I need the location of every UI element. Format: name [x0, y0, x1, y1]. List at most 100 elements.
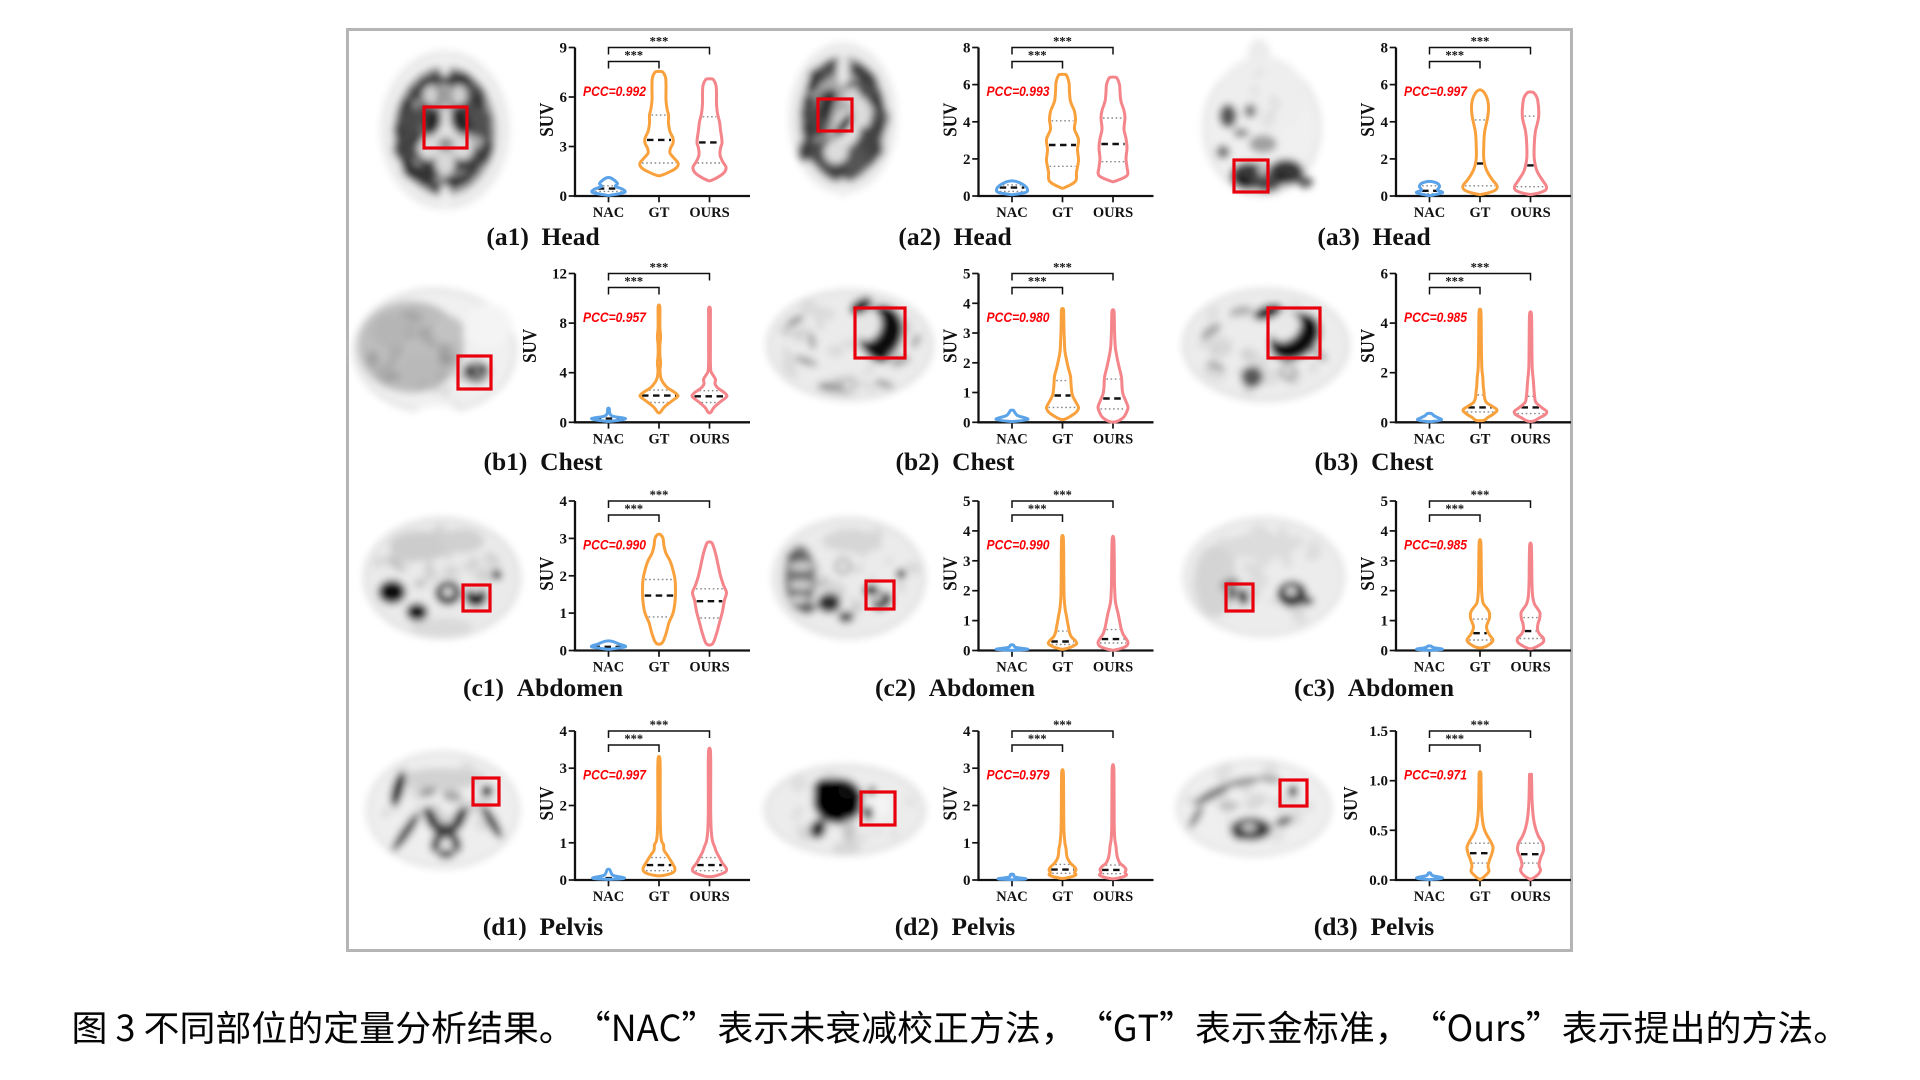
- svg-text:12: 12: [552, 267, 567, 283]
- svg-text:1: 1: [963, 386, 971, 402]
- svg-text:PCC=0.992: PCC=0.992: [583, 84, 646, 99]
- svg-text:0: 0: [1381, 415, 1389, 431]
- svg-text:2: 2: [963, 799, 971, 815]
- svg-text:***: ***: [650, 718, 669, 732]
- svg-text:***: ***: [1445, 732, 1464, 746]
- svg-text:4: 4: [1381, 524, 1389, 540]
- svg-text:2: 2: [560, 799, 568, 815]
- svg-text:1.5: 1.5: [1369, 724, 1388, 740]
- svg-text:6: 6: [1381, 78, 1389, 94]
- svg-text:SUV: SUV: [1358, 557, 1379, 591]
- svg-text:GT: GT: [1052, 431, 1073, 447]
- svg-text:0: 0: [560, 644, 568, 660]
- svg-text:***: ***: [1053, 488, 1072, 502]
- svg-text:(c2) Abdomen: (c2) Abdomen: [875, 673, 1035, 702]
- svg-text:***: ***: [1471, 35, 1490, 49]
- svg-text:SUV: SUV: [941, 329, 962, 363]
- svg-text:PCC=0.990: PCC=0.990: [583, 538, 646, 553]
- svg-text:GT: GT: [649, 660, 670, 676]
- svg-text:***: ***: [624, 49, 643, 63]
- svg-text:OURS: OURS: [1093, 660, 1133, 676]
- svg-text:SUV: SUV: [941, 557, 962, 591]
- svg-text:NAC: NAC: [1414, 889, 1445, 905]
- svg-text:***: ***: [624, 275, 643, 289]
- svg-text:PCC=0.971: PCC=0.971: [1404, 768, 1467, 783]
- svg-text:GT: GT: [649, 205, 670, 221]
- svg-text:3: 3: [963, 326, 971, 342]
- svg-text:OURS: OURS: [1093, 205, 1133, 221]
- svg-text:4: 4: [963, 724, 971, 740]
- svg-text:(b1) Chest: (b1) Chest: [484, 447, 604, 476]
- svg-text:GT: GT: [1052, 889, 1073, 905]
- svg-text:***: ***: [650, 35, 669, 49]
- svg-text:***: ***: [1053, 35, 1072, 49]
- svg-text:SUV: SUV: [520, 329, 541, 363]
- svg-text:(d1) Pelvis: (d1) Pelvis: [483, 912, 603, 941]
- svg-text:4: 4: [1381, 316, 1389, 332]
- svg-text:0: 0: [963, 189, 971, 205]
- svg-text:1: 1: [560, 836, 568, 852]
- svg-text:3: 3: [963, 554, 971, 570]
- svg-text:OURS: OURS: [1510, 205, 1550, 221]
- svg-text:NAC: NAC: [1414, 660, 1445, 676]
- svg-text:SUV: SUV: [537, 787, 558, 821]
- svg-text:***: ***: [1028, 275, 1047, 289]
- svg-text:(a2) Head: (a2) Head: [898, 222, 1011, 251]
- svg-text:SUV: SUV: [1358, 329, 1379, 363]
- svg-text:NAC: NAC: [996, 660, 1027, 676]
- svg-text:8: 8: [1381, 41, 1389, 57]
- svg-text:4: 4: [963, 296, 971, 312]
- svg-text:OURS: OURS: [689, 431, 729, 447]
- svg-text:GT: GT: [1052, 660, 1073, 676]
- svg-text:(b3) Chest: (b3) Chest: [1315, 447, 1435, 476]
- svg-text:3: 3: [560, 761, 568, 777]
- svg-text:GT: GT: [1470, 431, 1491, 447]
- svg-text:OURS: OURS: [689, 660, 729, 676]
- svg-text:***: ***: [1445, 275, 1464, 289]
- svg-text:0: 0: [963, 873, 971, 889]
- svg-text:(c1) Abdomen: (c1) Abdomen: [463, 673, 623, 702]
- svg-text:***: ***: [1028, 732, 1047, 746]
- svg-text:2: 2: [1381, 584, 1389, 600]
- svg-text:0: 0: [560, 189, 568, 205]
- svg-text:0: 0: [560, 415, 568, 431]
- svg-text:6: 6: [963, 78, 971, 94]
- svg-text:OURS: OURS: [1093, 889, 1133, 905]
- svg-text:SUV: SUV: [941, 103, 962, 137]
- svg-text:NAC: NAC: [996, 431, 1027, 447]
- svg-text:OURS: OURS: [1510, 660, 1550, 676]
- svg-text:***: ***: [1028, 502, 1047, 516]
- svg-text:5: 5: [1381, 494, 1389, 510]
- svg-text:(d3) Pelvis: (d3) Pelvis: [1314, 912, 1434, 941]
- svg-text:NAC: NAC: [996, 889, 1027, 905]
- svg-text:2: 2: [963, 152, 971, 168]
- svg-text:***: ***: [1471, 261, 1490, 275]
- svg-text:NAC: NAC: [593, 431, 624, 447]
- svg-text:PCC=0.997: PCC=0.997: [583, 768, 647, 783]
- svg-text:NAC: NAC: [593, 205, 624, 221]
- svg-text:1: 1: [963, 836, 971, 852]
- svg-text:OURS: OURS: [689, 205, 729, 221]
- svg-text:(d2) Pelvis: (d2) Pelvis: [895, 912, 1015, 941]
- svg-text:***: ***: [1471, 718, 1490, 732]
- svg-text:2: 2: [1381, 152, 1389, 168]
- svg-text:GT: GT: [1470, 889, 1491, 905]
- svg-text:3: 3: [560, 531, 568, 547]
- svg-text:1: 1: [560, 606, 568, 622]
- svg-text:6: 6: [560, 90, 568, 106]
- svg-text:2: 2: [560, 569, 568, 585]
- svg-text:GT: GT: [1470, 660, 1491, 676]
- svg-text:1.0: 1.0: [1369, 774, 1388, 790]
- svg-text:PCC=0.993: PCC=0.993: [987, 84, 1050, 99]
- svg-text:9: 9: [560, 41, 568, 57]
- svg-text:PCC=0.985: PCC=0.985: [1404, 310, 1467, 325]
- svg-text:2: 2: [963, 584, 971, 600]
- svg-text:4: 4: [560, 366, 568, 382]
- svg-text:***: ***: [650, 488, 669, 502]
- svg-text:SUV: SUV: [537, 103, 558, 137]
- svg-text:***: ***: [1053, 718, 1072, 732]
- svg-text:0: 0: [963, 644, 971, 660]
- svg-text:5: 5: [963, 494, 971, 510]
- svg-text:SUV: SUV: [537, 557, 558, 591]
- svg-text:0: 0: [963, 415, 971, 431]
